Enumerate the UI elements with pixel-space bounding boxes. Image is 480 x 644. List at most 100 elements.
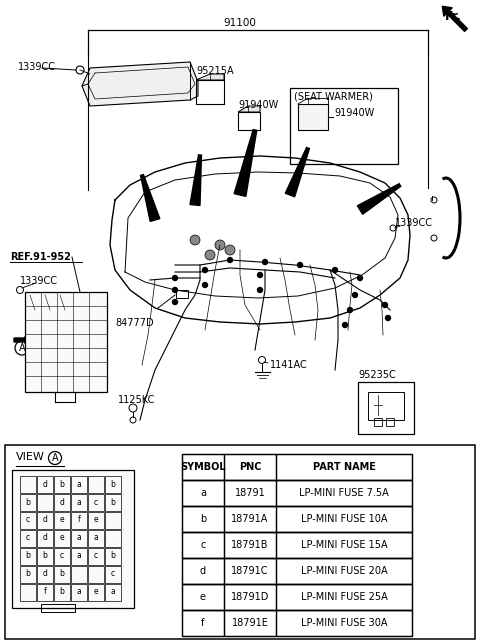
Bar bbox=[224, 558, 276, 584]
Text: PNC: PNC bbox=[239, 462, 261, 472]
Text: b: b bbox=[110, 480, 115, 489]
Text: d: d bbox=[43, 569, 48, 578]
Bar bbox=[88, 494, 104, 511]
Bar bbox=[20, 548, 36, 565]
Text: 95215A: 95215A bbox=[196, 66, 234, 76]
Bar bbox=[182, 454, 412, 480]
Text: 91100: 91100 bbox=[224, 18, 256, 28]
Bar bbox=[182, 480, 224, 506]
Polygon shape bbox=[234, 129, 257, 196]
Bar bbox=[196, 80, 224, 104]
Text: b: b bbox=[43, 551, 48, 560]
Bar bbox=[20, 584, 36, 601]
FancyArrow shape bbox=[14, 337, 30, 343]
Bar bbox=[88, 548, 104, 565]
Text: f: f bbox=[44, 587, 47, 596]
Bar bbox=[182, 610, 412, 636]
Bar bbox=[105, 548, 121, 565]
Circle shape bbox=[203, 283, 207, 287]
Bar bbox=[182, 532, 412, 558]
Circle shape bbox=[358, 276, 362, 281]
Text: A: A bbox=[52, 453, 58, 463]
Bar bbox=[37, 548, 53, 565]
Circle shape bbox=[263, 260, 267, 265]
Bar bbox=[54, 512, 70, 529]
Text: SYMBOL: SYMBOL bbox=[180, 462, 226, 472]
Text: LP-MINI FUSE 20A: LP-MINI FUSE 20A bbox=[300, 566, 387, 576]
Circle shape bbox=[205, 250, 215, 260]
Text: 91940W: 91940W bbox=[334, 108, 374, 118]
Bar bbox=[71, 548, 87, 565]
Bar bbox=[276, 584, 412, 610]
Text: a: a bbox=[200, 488, 206, 498]
Bar bbox=[54, 548, 70, 565]
Bar bbox=[182, 610, 224, 636]
Polygon shape bbox=[285, 147, 310, 197]
Text: d: d bbox=[43, 480, 48, 489]
Circle shape bbox=[298, 263, 302, 267]
Text: d: d bbox=[43, 515, 48, 524]
Bar bbox=[54, 566, 70, 583]
Text: 91940W: 91940W bbox=[238, 100, 278, 110]
Text: d: d bbox=[43, 533, 48, 542]
Bar bbox=[20, 476, 36, 493]
Bar bbox=[71, 476, 87, 493]
Bar bbox=[20, 566, 36, 583]
Text: 18791D: 18791D bbox=[231, 592, 269, 602]
Bar bbox=[276, 532, 412, 558]
Bar bbox=[20, 512, 36, 529]
Text: 1141AC: 1141AC bbox=[270, 360, 308, 370]
Bar bbox=[224, 506, 276, 532]
Bar bbox=[182, 558, 412, 584]
Text: d: d bbox=[200, 566, 206, 576]
Bar bbox=[224, 480, 276, 506]
Bar bbox=[224, 610, 276, 636]
Circle shape bbox=[172, 287, 178, 292]
Polygon shape bbox=[190, 155, 202, 205]
Polygon shape bbox=[82, 62, 198, 106]
Text: a: a bbox=[77, 587, 82, 596]
Text: VIEW: VIEW bbox=[16, 452, 45, 462]
Bar bbox=[37, 584, 53, 601]
Bar bbox=[276, 558, 412, 584]
Text: d: d bbox=[60, 498, 64, 506]
Bar bbox=[182, 480, 412, 506]
Text: c: c bbox=[94, 551, 98, 560]
Bar bbox=[276, 506, 412, 532]
Bar bbox=[368, 392, 404, 420]
Bar bbox=[182, 506, 224, 532]
Text: a: a bbox=[77, 480, 82, 489]
Bar bbox=[386, 418, 394, 426]
Bar bbox=[374, 418, 382, 426]
Polygon shape bbox=[196, 74, 224, 80]
Bar bbox=[20, 530, 36, 547]
Bar bbox=[41, 604, 75, 612]
Bar bbox=[37, 476, 53, 493]
Circle shape bbox=[228, 258, 232, 263]
Circle shape bbox=[352, 292, 358, 298]
Text: e: e bbox=[94, 515, 98, 524]
Circle shape bbox=[225, 245, 235, 255]
Bar bbox=[37, 512, 53, 529]
Bar bbox=[88, 512, 104, 529]
Bar bbox=[105, 566, 121, 583]
Bar bbox=[176, 290, 188, 298]
Text: e: e bbox=[94, 587, 98, 596]
Text: a: a bbox=[77, 533, 82, 542]
Bar bbox=[71, 512, 87, 529]
Bar bbox=[182, 584, 224, 610]
Text: e: e bbox=[60, 533, 64, 542]
Bar bbox=[54, 494, 70, 511]
Text: 18791: 18791 bbox=[235, 488, 265, 498]
Bar bbox=[182, 558, 224, 584]
Text: e: e bbox=[200, 592, 206, 602]
Text: 18791C: 18791C bbox=[231, 566, 269, 576]
Bar bbox=[276, 610, 412, 636]
Text: b: b bbox=[60, 480, 64, 489]
Circle shape bbox=[343, 323, 348, 328]
Circle shape bbox=[257, 287, 263, 292]
Text: b: b bbox=[110, 551, 115, 560]
Text: c: c bbox=[200, 540, 206, 550]
Bar bbox=[20, 494, 36, 511]
Text: LP-MINI FUSE 10A: LP-MINI FUSE 10A bbox=[301, 514, 387, 524]
